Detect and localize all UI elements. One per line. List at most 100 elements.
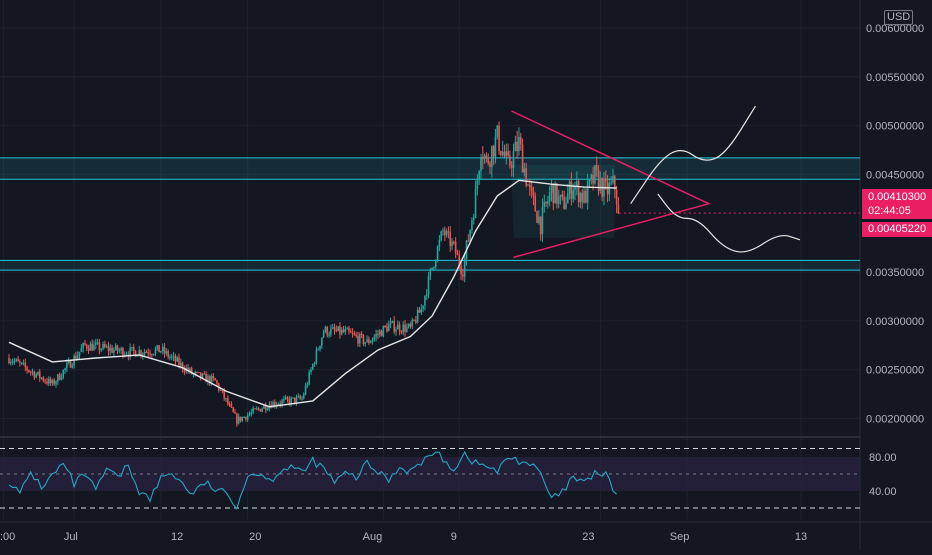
candle — [317, 347, 320, 351]
candle-body — [237, 416, 240, 424]
candle — [95, 338, 97, 350]
candle-body — [158, 345, 160, 353]
candle — [60, 373, 63, 381]
low-price-value: 0.00405220 — [868, 223, 927, 235]
candle-body — [445, 231, 448, 236]
candle-body — [462, 274, 464, 277]
candle — [302, 392, 305, 400]
candle — [447, 226, 450, 239]
candle — [597, 164, 600, 196]
candle-body — [510, 165, 513, 168]
candle-body — [181, 362, 184, 370]
candle — [516, 130, 518, 159]
candle — [559, 194, 562, 205]
candle — [552, 183, 555, 211]
candle-body — [340, 329, 343, 335]
candle — [69, 359, 72, 368]
candle-body — [293, 397, 296, 403]
time-tick-label: 12 — [171, 531, 183, 543]
candle-body — [292, 397, 294, 399]
candle — [357, 331, 359, 347]
candle-body — [44, 380, 46, 382]
candle — [375, 329, 377, 342]
candle — [481, 146, 484, 170]
candle-body — [272, 402, 274, 408]
candle — [116, 344, 119, 355]
candle-body — [503, 151, 506, 157]
price-tick-label: 0.00350000 — [866, 267, 924, 279]
candle — [264, 402, 267, 413]
candle — [377, 329, 379, 340]
candle-body — [221, 389, 224, 391]
candle-body — [113, 349, 115, 353]
candle — [129, 343, 131, 360]
candle — [243, 416, 245, 418]
candle — [380, 329, 383, 337]
candle-body — [152, 354, 155, 356]
candle — [283, 395, 285, 404]
candle-body — [138, 350, 140, 356]
candle-body — [472, 217, 475, 221]
candle — [592, 166, 594, 191]
currency-label[interactable]: USD — [884, 10, 914, 25]
candle — [418, 307, 421, 313]
candle-body — [172, 355, 175, 357]
candle-body — [481, 157, 484, 160]
candle-body — [179, 362, 182, 366]
candle-body — [38, 371, 41, 379]
candle-body — [66, 363, 68, 369]
candle — [324, 325, 327, 334]
candle-body — [512, 151, 515, 168]
candle-body — [398, 324, 401, 332]
candle-body — [169, 356, 171, 358]
candle — [566, 183, 569, 204]
candle — [93, 340, 95, 351]
candle — [208, 374, 211, 387]
candle-body — [261, 408, 263, 412]
price-tick-label: 0.00500000 — [866, 121, 924, 133]
candle-body — [612, 176, 614, 183]
candle-body — [214, 378, 216, 381]
candle — [80, 343, 83, 352]
candle — [131, 346, 133, 352]
candle — [487, 153, 490, 166]
candle — [483, 153, 486, 164]
candle — [424, 295, 426, 311]
candle — [104, 340, 106, 349]
candle — [304, 382, 307, 396]
candle — [422, 305, 424, 313]
candle-body — [409, 323, 412, 327]
candle-body — [17, 359, 19, 362]
candle-body — [317, 349, 320, 351]
candle-body — [342, 329, 345, 333]
candle-body — [37, 371, 39, 375]
candle — [255, 406, 258, 411]
candle — [310, 367, 312, 375]
candle-body — [183, 369, 186, 372]
candle-body — [201, 373, 204, 378]
candle — [557, 189, 560, 209]
candle-body — [279, 404, 282, 406]
candle-body — [337, 326, 339, 331]
candle-body — [100, 348, 103, 351]
candle-body — [429, 269, 432, 276]
candle-body — [501, 151, 504, 155]
candle-body — [301, 398, 303, 400]
candle-body — [574, 186, 576, 191]
candle — [583, 187, 585, 204]
candle — [236, 412, 238, 427]
candle — [147, 348, 150, 359]
resistance-zone — [0, 157, 860, 180]
candle-body — [402, 324, 405, 333]
time-tick-label: 23 — [582, 531, 594, 543]
candle-body — [547, 201, 549, 204]
candle — [369, 340, 372, 344]
candle-body — [487, 157, 490, 164]
candle-body — [312, 364, 314, 370]
candle — [387, 320, 390, 332]
candle-body — [67, 360, 70, 364]
candle-body — [302, 394, 305, 399]
time-tick-label: Sep — [670, 531, 690, 543]
candle-body — [387, 324, 390, 332]
